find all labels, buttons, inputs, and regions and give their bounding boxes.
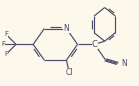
Text: F: F <box>1 41 5 47</box>
Text: N: N <box>64 24 69 33</box>
Text: F: F <box>4 51 8 57</box>
Text: F: F <box>4 31 8 37</box>
Text: N: N <box>121 59 127 68</box>
Text: C: C <box>92 40 98 49</box>
Text: Cl: Cl <box>66 68 73 77</box>
